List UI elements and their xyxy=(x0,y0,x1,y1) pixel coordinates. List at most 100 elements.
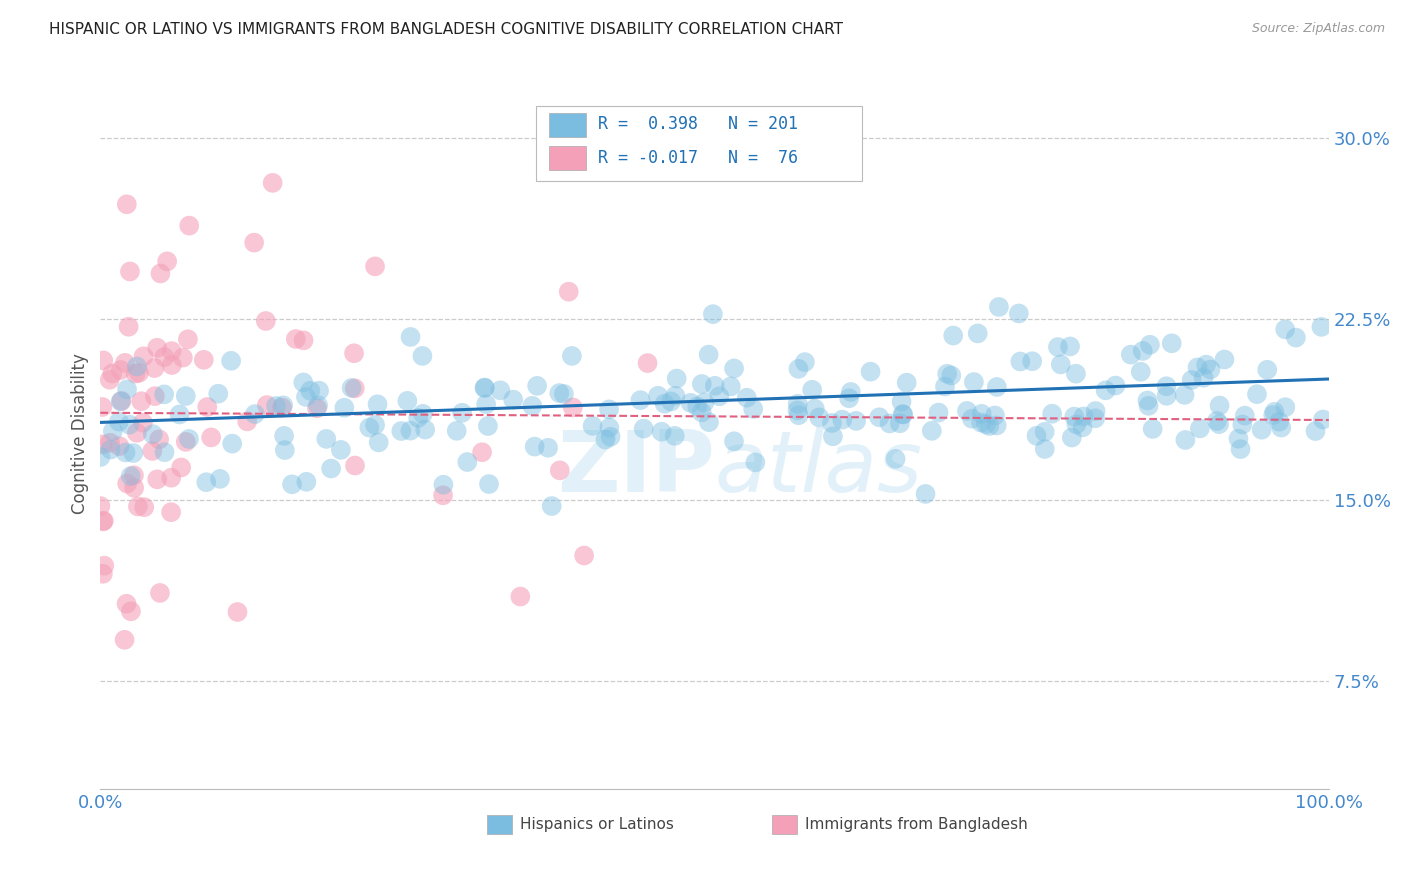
Point xyxy=(970,407,993,421)
Point xyxy=(413,423,436,437)
Point xyxy=(821,429,844,443)
Point xyxy=(703,379,725,393)
Point xyxy=(474,381,496,395)
Point xyxy=(723,434,745,449)
Point xyxy=(208,472,231,486)
Point xyxy=(399,424,422,438)
Point xyxy=(502,392,524,407)
Point xyxy=(793,355,815,369)
Point xyxy=(679,396,702,410)
Point xyxy=(118,264,141,278)
Point xyxy=(1208,399,1230,413)
Point xyxy=(477,419,499,434)
Text: Immigrants from Bangladesh: Immigrants from Bangladesh xyxy=(806,817,1028,832)
Point xyxy=(690,405,713,419)
Point xyxy=(160,344,183,359)
Point xyxy=(934,379,956,393)
Point xyxy=(735,391,758,405)
Point xyxy=(664,429,686,443)
Point xyxy=(292,334,315,348)
Point xyxy=(179,219,201,233)
Point xyxy=(274,443,297,458)
Point xyxy=(1136,393,1159,408)
Point xyxy=(1156,389,1178,403)
Point xyxy=(561,401,583,415)
Point xyxy=(1270,420,1292,434)
Point xyxy=(200,430,222,444)
Text: ZIP: ZIP xyxy=(557,427,714,510)
Point xyxy=(295,475,318,489)
Point xyxy=(1305,424,1327,438)
Point xyxy=(115,383,138,397)
Point xyxy=(115,597,138,611)
Point xyxy=(942,328,965,343)
Point xyxy=(1268,415,1291,429)
Point xyxy=(149,586,172,600)
Point xyxy=(1250,423,1272,437)
Point xyxy=(236,414,259,428)
FancyBboxPatch shape xyxy=(772,815,797,834)
Point xyxy=(343,458,366,473)
Point xyxy=(561,349,583,363)
Point xyxy=(665,371,688,385)
Y-axis label: Cognitive Disability: Cognitive Disability xyxy=(72,353,89,514)
Point xyxy=(299,384,322,398)
Point xyxy=(787,408,810,422)
Point xyxy=(91,566,114,581)
Point xyxy=(1274,400,1296,414)
FancyBboxPatch shape xyxy=(537,106,862,181)
Point xyxy=(221,436,243,450)
Point xyxy=(471,445,494,459)
Point xyxy=(1199,362,1222,376)
Point xyxy=(271,398,294,412)
Point xyxy=(143,361,166,376)
Point xyxy=(256,398,278,412)
Point xyxy=(786,397,808,411)
Text: Source: ZipAtlas.com: Source: ZipAtlas.com xyxy=(1251,22,1385,36)
Point xyxy=(153,350,176,364)
Point xyxy=(295,390,318,404)
Point xyxy=(1310,319,1333,334)
Point xyxy=(193,352,215,367)
Text: atlas: atlas xyxy=(714,427,922,510)
Point xyxy=(142,427,165,442)
Point xyxy=(1213,352,1236,367)
Point xyxy=(966,326,988,341)
Point xyxy=(305,401,328,416)
FancyBboxPatch shape xyxy=(548,146,585,170)
Point xyxy=(821,416,844,430)
Point xyxy=(956,404,979,418)
Point xyxy=(742,401,765,416)
Point xyxy=(132,416,155,430)
Point xyxy=(921,424,943,438)
Point xyxy=(149,267,172,281)
Point xyxy=(1033,442,1056,456)
Point xyxy=(1312,412,1334,426)
Point xyxy=(108,439,131,453)
Point xyxy=(808,410,831,425)
Point xyxy=(174,389,197,403)
Point xyxy=(89,450,111,464)
Point xyxy=(243,235,266,250)
Point xyxy=(329,442,352,457)
Point xyxy=(115,476,138,491)
Point xyxy=(1073,409,1095,424)
Point xyxy=(702,307,724,321)
Point xyxy=(1232,417,1254,432)
Point xyxy=(122,446,145,460)
Point xyxy=(986,380,1008,394)
Point xyxy=(243,407,266,421)
Point xyxy=(177,432,200,446)
Point xyxy=(100,442,122,457)
Point xyxy=(936,367,959,381)
Point xyxy=(804,401,827,416)
Point xyxy=(160,358,183,372)
Point xyxy=(651,425,673,439)
Point xyxy=(446,424,468,438)
Point xyxy=(572,549,595,563)
Point xyxy=(1195,358,1218,372)
Point xyxy=(93,514,115,528)
Point xyxy=(1227,432,1250,446)
Point xyxy=(1192,370,1215,384)
Point xyxy=(219,353,242,368)
